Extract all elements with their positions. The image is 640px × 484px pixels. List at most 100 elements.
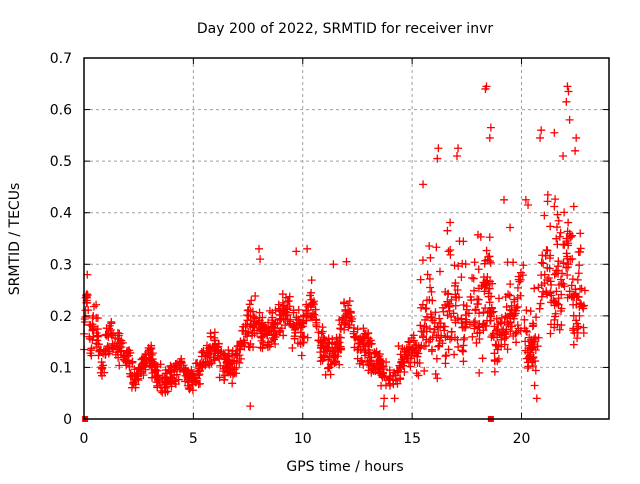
data-point <box>404 337 413 346</box>
data-point <box>312 318 321 327</box>
data-point <box>349 327 358 336</box>
data-point <box>384 376 393 385</box>
data-point <box>543 197 552 206</box>
data-point <box>434 144 443 153</box>
data-point <box>134 376 143 385</box>
data-point <box>245 343 254 352</box>
data-point <box>256 255 265 264</box>
data-point <box>569 340 578 349</box>
data-point <box>567 281 576 290</box>
data-point <box>518 271 527 280</box>
data-point <box>249 321 258 330</box>
data-point <box>490 356 499 365</box>
data-point <box>551 195 560 204</box>
data-point <box>470 286 479 295</box>
data-point <box>441 359 450 368</box>
data-point <box>445 302 454 311</box>
data-point <box>436 319 445 328</box>
data-point <box>272 330 281 339</box>
data-point <box>206 353 215 362</box>
data-point <box>536 299 545 308</box>
data-point <box>127 383 136 392</box>
data-point <box>494 294 503 303</box>
data-point <box>418 256 427 265</box>
data-point <box>470 322 479 331</box>
data-point <box>316 348 325 357</box>
data-point <box>320 351 329 360</box>
data-point <box>485 298 494 307</box>
y-tick-label: 0 <box>63 412 72 428</box>
data-point <box>467 296 476 305</box>
data-point <box>427 287 436 296</box>
data-point <box>374 363 383 372</box>
data-point <box>353 325 362 334</box>
y-axis-ticks: 0 0.1 0.2 0.3 0.4 0.5 0.6 0.7 <box>50 51 609 428</box>
data-point <box>426 253 435 262</box>
data-point <box>92 300 101 309</box>
data-point <box>555 281 564 290</box>
data-point <box>148 349 157 358</box>
data-point <box>196 367 205 376</box>
data-point <box>250 329 259 338</box>
data-point <box>286 320 295 329</box>
data-point <box>492 314 501 323</box>
data-point <box>317 329 326 338</box>
data-point <box>506 318 515 327</box>
data-point <box>339 313 348 322</box>
data-point <box>444 345 453 354</box>
data-point <box>550 270 559 279</box>
data-point <box>546 277 555 286</box>
data-point <box>564 218 573 227</box>
data-point <box>238 326 247 335</box>
data-point <box>520 315 529 324</box>
data-point <box>94 331 103 340</box>
data-point <box>431 369 440 378</box>
data-point <box>480 287 489 296</box>
grid-lines <box>84 58 609 419</box>
data-point <box>96 345 105 354</box>
data-point <box>524 200 533 209</box>
data-point <box>469 274 478 283</box>
data-point <box>116 339 125 348</box>
data-point <box>128 358 137 367</box>
data-point <box>543 290 552 299</box>
data-point <box>320 344 329 353</box>
data-point <box>414 343 423 352</box>
data-point <box>144 346 153 355</box>
data-point <box>124 346 133 355</box>
data-point <box>139 354 148 363</box>
data-point <box>432 354 441 363</box>
data-point <box>420 366 429 375</box>
data-point <box>433 374 442 383</box>
data-point <box>551 309 560 318</box>
data-point <box>457 273 466 282</box>
data-point <box>314 336 323 345</box>
data-point <box>451 301 460 310</box>
data-point <box>426 283 435 292</box>
data-point <box>125 362 134 371</box>
data-point <box>563 254 572 263</box>
data-point <box>454 293 463 302</box>
data-point <box>379 402 388 411</box>
data-point <box>321 370 330 379</box>
data-point <box>243 306 252 315</box>
data-point <box>160 373 169 382</box>
data-point <box>454 144 463 153</box>
data-point <box>546 320 555 329</box>
data-point <box>534 283 543 292</box>
data-point <box>89 332 98 341</box>
data-point <box>509 258 518 267</box>
data-point <box>291 325 300 334</box>
data-point <box>268 322 277 331</box>
data-point <box>243 320 252 329</box>
data-point <box>500 334 509 343</box>
data-point <box>402 354 411 363</box>
data-point <box>152 372 161 381</box>
data-point <box>475 323 484 332</box>
data-point <box>544 274 553 283</box>
data-point <box>506 280 515 289</box>
data-point <box>520 324 529 333</box>
data-point <box>255 244 263 253</box>
data-point <box>156 386 165 395</box>
